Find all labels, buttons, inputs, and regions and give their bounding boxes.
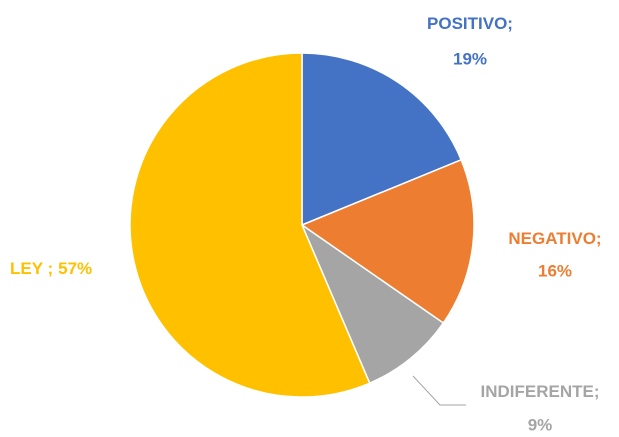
data-label: INDIFERENTE;	[481, 382, 600, 401]
value-label: 19%	[453, 49, 487, 68]
category-label: INDIFERENTE;	[481, 382, 600, 401]
slices	[129, 52, 475, 398]
pie-slice	[300, 158, 475, 325]
category-label: POSITIVO;	[427, 14, 513, 33]
value-label: 16%	[538, 261, 572, 280]
leader-line	[412, 375, 466, 406]
data-label: POSITIVO;	[427, 14, 513, 33]
pie-slice	[129, 52, 371, 398]
value-label: 57%	[58, 259, 92, 278]
category-label: NEGATIVO;	[508, 229, 601, 248]
data-label: LEY ; 57%	[10, 259, 92, 278]
category-label: LEY ;	[10, 259, 53, 278]
value-label: 9%	[528, 415, 553, 434]
pie-slice	[300, 222, 445, 385]
pie-slice	[301, 52, 463, 227]
data-label: NEGATIVO;	[508, 229, 601, 248]
